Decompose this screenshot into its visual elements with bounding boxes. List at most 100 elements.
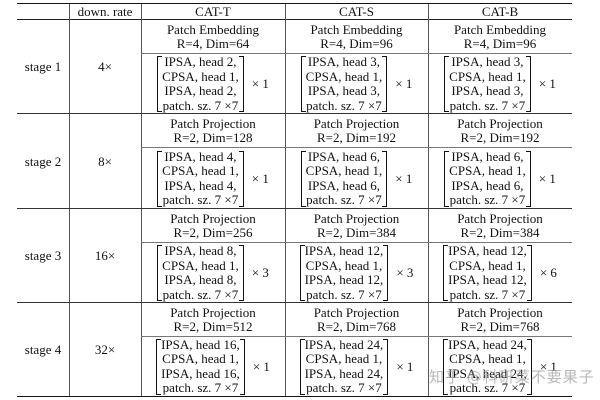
- patch-params: R=2, Dim=192: [317, 129, 396, 145]
- repeat-count: × 1: [538, 170, 556, 186]
- block-line: CPSA, head 1,: [305, 68, 383, 84]
- block-line: IPSA, head 6,: [451, 148, 524, 164]
- block-cell: IPSA, head 4, CPSA, head 1, IPSA, head 4, p…: [144, 148, 282, 209]
- repeat-count: × 1: [252, 358, 270, 374]
- repeat-count: × 1: [395, 76, 413, 91]
- down-rate-value: 16×: [94, 248, 116, 263]
- patch-cell: Patch Projection R=2, Dim=384: [428, 209, 572, 242]
- patch-params: R=4, Dim=64: [176, 35, 250, 51]
- patch-cell: Patch Projection R=2, Dim=192: [285, 114, 428, 147]
- stage-divider: [17, 302, 572, 304]
- block-line: CPSA, head 1,: [449, 68, 526, 84]
- block-matrix: IPSA, head 2, CPSA, head 1, IPSA, head 2, p…: [157, 54, 244, 113]
- block-matrix: IPSA, head 8, CPSA, head 1, IPSA, head 8, p…: [157, 243, 244, 302]
- header-empty: [17, 4, 69, 20]
- block-line: IPSA, head 12,: [448, 272, 527, 287]
- stage-label: stage 2: [24, 153, 62, 169]
- block-line: IPSA, head 24,: [304, 336, 384, 352]
- block-line: IPSA, head 24,: [304, 365, 384, 381]
- patch-cell: Patch Projection R=2, Dim=256: [141, 209, 285, 242]
- patch-cell: Patch Projection R=2, Dim=512: [141, 303, 285, 336]
- block-cell: IPSA, head 12, CPSA, head 1, IPSA, head 12…: [288, 243, 425, 303]
- block-line: IPSA, head 2,: [164, 83, 237, 98]
- patch-block-divider: [141, 336, 572, 337]
- patch-params: R=2, Dim=512: [173, 318, 253, 334]
- stage-divider: [17, 208, 572, 210]
- patch-params: R=4, Dim=96: [320, 35, 393, 51]
- block-line: IPSA, head 8,: [164, 272, 237, 287]
- repeat-count: × 1: [395, 170, 413, 186]
- stage-label: stage 4: [24, 341, 62, 357]
- block-line: patch. sz. 7 ×7: [449, 286, 526, 302]
- patch-block-divider: [141, 242, 572, 243]
- block-cell: IPSA, head 6, CPSA, head 1, IPSA, head 6, p…: [431, 148, 569, 209]
- table-header-row: down. rate CAT-T CAT-S CAT-B: [17, 4, 572, 20]
- block-line: patch. sz. 7 ×7: [449, 192, 526, 207]
- block-line: IPSA, head 3,: [451, 83, 524, 98]
- down-rate-value: 4×: [98, 59, 112, 74]
- repeat-count: × 1: [539, 358, 557, 374]
- block-line: CPSA, head 1,: [162, 351, 239, 366]
- block-matrix: IPSA, head 12, CPSA, head 1, IPSA, head 12…: [443, 243, 532, 302]
- block-matrix: IPSA, head 16, CPSA, head 1, IPSA, head 16…: [156, 337, 245, 396]
- block-line: patch. sz. 7 ×7: [449, 380, 526, 395]
- block-matrix: IPSA, head 3, CPSA, head 1, IPSA, head 3, p…: [300, 54, 388, 113]
- block-matrix: IPSA, head 3, CPSA, head 1, IPSA, head 3, p…: [444, 54, 531, 113]
- repeat-count: × 6: [539, 265, 557, 280]
- block-cell: IPSA, head 2, CPSA, head 1, IPSA, head 2, p…: [144, 54, 282, 114]
- repeat-count: × 1: [251, 170, 269, 186]
- block-line: CPSA, head 1,: [449, 351, 526, 366]
- patch-title: Patch Projection: [457, 115, 543, 131]
- repeat-count: × 1: [251, 76, 269, 91]
- block-line: CPSA, head 1,: [449, 163, 526, 178]
- patch-block-divider: [141, 147, 572, 148]
- patch-params: R=4, Dim=96: [463, 35, 537, 51]
- block-matrix: IPSA, head 24, CPSA, head 1, IPSA, head 24…: [443, 337, 532, 396]
- patch-cell: Patch Projection R=2, Dim=128: [141, 114, 285, 147]
- block-cell: IPSA, head 24, CPSA, head 1, IPSA, head 24…: [431, 337, 569, 396]
- patch-cell: Patch Embedding R=4, Dim=96: [285, 20, 428, 53]
- patch-params: R=2, Dim=384: [460, 224, 540, 240]
- column-divider: [141, 4, 142, 396]
- block-line: IPSA, head 6,: [307, 177, 381, 193]
- block-line: patch. sz. 7 ×7: [306, 286, 382, 302]
- block-line: IPSA, head 16,: [161, 365, 240, 381]
- watermark-text: 知乎 @科研菜不要果子: [429, 368, 595, 386]
- patch-title: Patch Projection: [457, 210, 543, 226]
- patch-title: Patch Projection: [170, 115, 256, 131]
- block-cell: IPSA, head 16, CPSA, head 1, IPSA, head 16…: [144, 337, 282, 396]
- block-line: IPSA, head 12,: [304, 243, 384, 258]
- block-line: CPSA, head 1,: [305, 163, 383, 178]
- patch-title: Patch Projection: [313, 115, 400, 131]
- column-divider: [285, 4, 286, 396]
- patch-block-divider: [141, 53, 572, 54]
- block-line: CPSA, head 1,: [162, 257, 239, 273]
- patch-params: R=2, Dim=768: [460, 318, 540, 334]
- repeat-count: × 3: [251, 265, 269, 280]
- block-line: patch. sz. 7 ×7: [306, 97, 382, 113]
- block-cell: IPSA, head 12, CPSA, head 1, IPSA, head 12…: [431, 243, 569, 303]
- block-matrix: IPSA, head 6, CPSA, head 1, IPSA, head 6, p…: [444, 148, 531, 208]
- column-divider: [69, 4, 70, 396]
- block-line: patch. sz. 7 ×7: [162, 286, 239, 302]
- block-cell: IPSA, head 24, CPSA, head 1, IPSA, head 24…: [288, 337, 425, 396]
- block-line: patch. sz. 7 ×7: [162, 97, 239, 113]
- block-matrix: IPSA, head 6, CPSA, head 1, IPSA, head 6, p…: [300, 149, 388, 208]
- patch-params: R=2, Dim=192: [460, 129, 540, 145]
- block-cell: IPSA, head 3, CPSA, head 1, IPSA, head 3, p…: [288, 54, 425, 114]
- patch-params: R=2, Dim=128: [173, 129, 253, 145]
- header-down-rate: down. rate: [77, 4, 133, 19]
- block-line: patch. sz. 7 ×7: [306, 192, 382, 207]
- repeat-count: × 3: [396, 265, 414, 280]
- patch-title: Patch Projection: [170, 304, 256, 320]
- block-cell: IPSA, head 3, CPSA, head 1, IPSA, head 3, p…: [431, 54, 569, 114]
- block-line: CPSA, head 1,: [305, 257, 383, 273]
- down-rate-value: 8×: [98, 153, 112, 169]
- patch-title: Patch Projection: [313, 210, 400, 226]
- block-line: IPSA, head 2,: [164, 54, 237, 69]
- patch-cell: Patch Projection R=2, Dim=192: [428, 114, 572, 147]
- patch-cell: Patch Projection R=2, Dim=384: [285, 209, 428, 242]
- patch-title: Patch Embedding: [166, 21, 260, 37]
- block-line: CPSA, head 1,: [305, 351, 383, 366]
- patch-params: R=2, Dim=768: [317, 318, 396, 334]
